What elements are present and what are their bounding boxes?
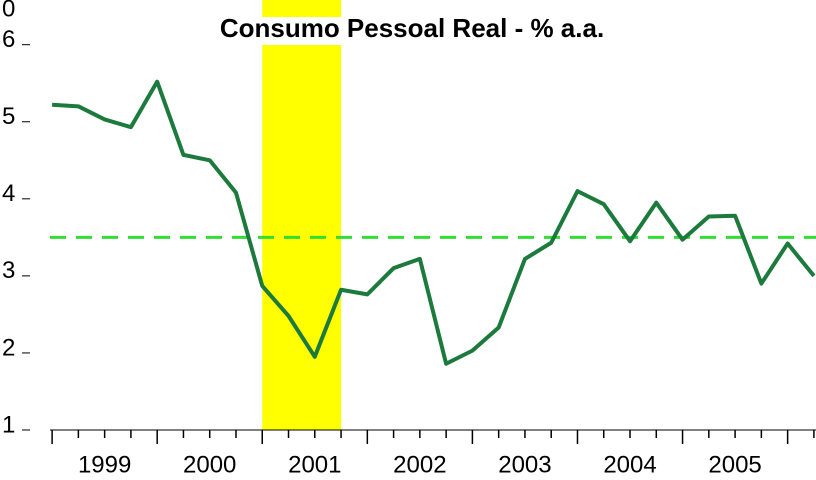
data-line	[51, 79, 816, 366]
x-tick-label: 2001	[288, 451, 341, 478]
y-tick-label: 4	[2, 180, 15, 207]
x-tick-label: 2003	[498, 451, 551, 478]
x-tick-label: 1999	[78, 451, 131, 478]
y-tick-label: 3	[2, 257, 15, 284]
shaded-band	[262, 0, 342, 430]
y-tick-label: 5	[2, 103, 15, 130]
title-background	[130, 17, 700, 45]
x-tick-label: 2004	[603, 451, 656, 478]
annotation: 0	[2, 0, 15, 22]
y-tick-label: 6	[2, 26, 15, 53]
x-tick-label: 2000	[183, 451, 236, 478]
x-tick-label: 2005	[708, 451, 761, 478]
chart-title: Consumo Pessoal Real - % a.a.	[220, 13, 604, 43]
y-tick-label: 2	[2, 334, 15, 361]
x-tick-label: 2002	[393, 451, 446, 478]
y-tick-label: 1	[2, 411, 15, 438]
